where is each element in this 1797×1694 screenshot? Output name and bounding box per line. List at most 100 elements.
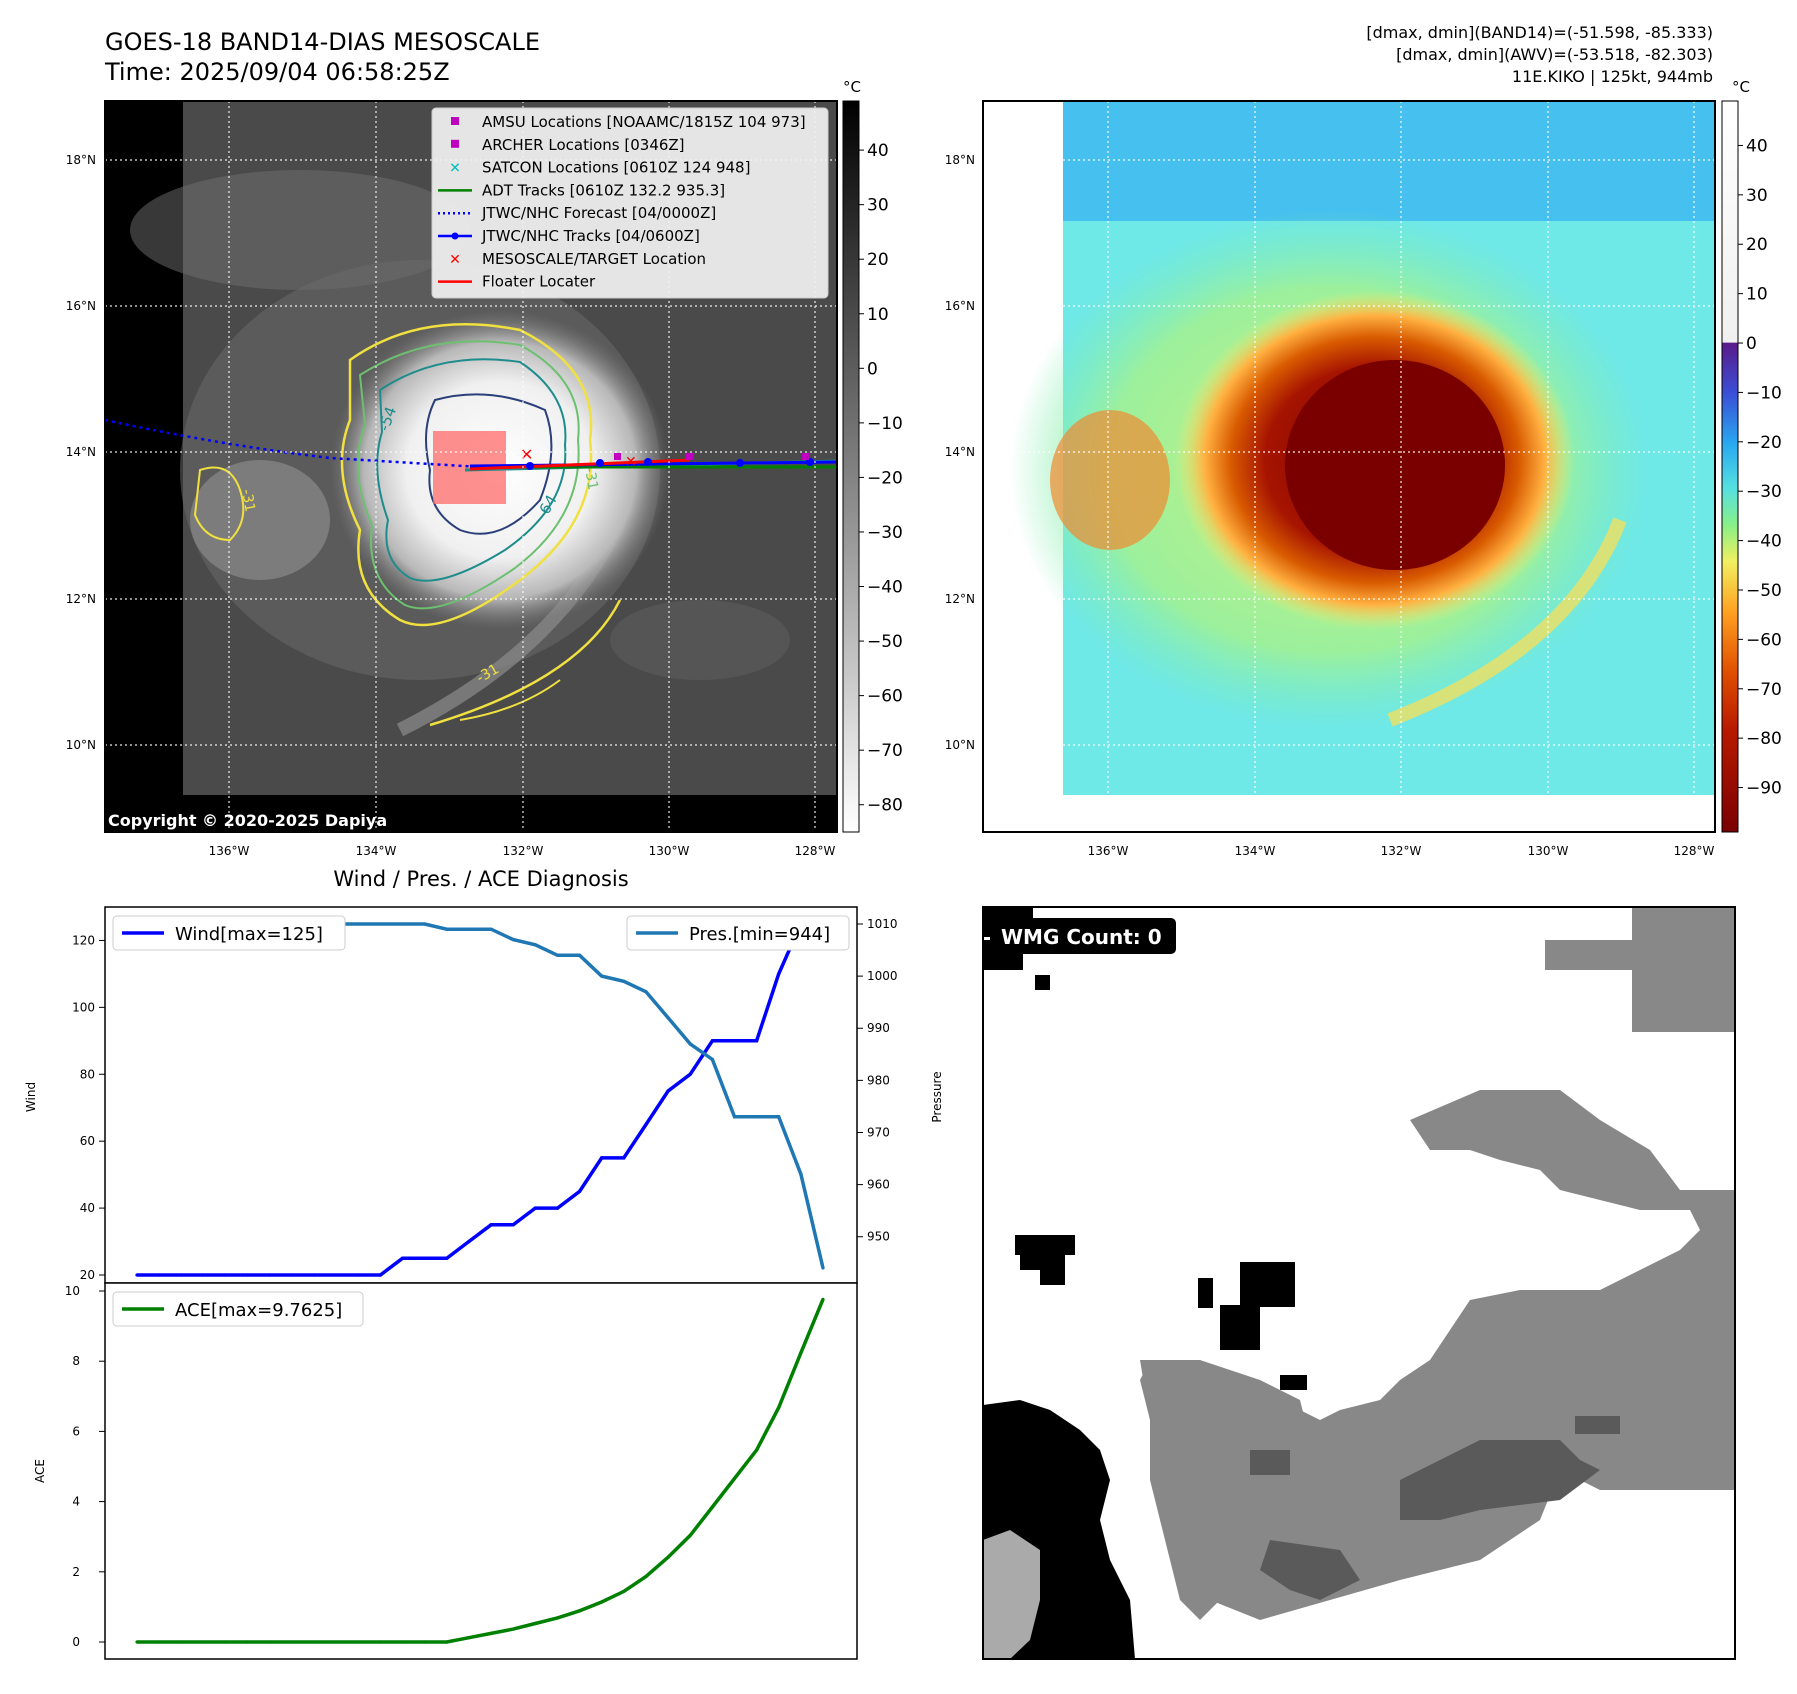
pressure-tick-label: 980 [867, 1073, 890, 1087]
colorbar-tick-label: −30 [867, 523, 903, 543]
pressure-point [489, 927, 493, 931]
colorbar-tick-label: 20 [867, 250, 889, 270]
contour-rainband [429, 599, 622, 727]
stats-awv: [dmax, dmin](AWV)=(-53.518, -82.303) [1396, 45, 1713, 64]
ace-point [179, 1640, 183, 1644]
ace-point [467, 1636, 471, 1640]
colorbar-tick-label: −30 [1746, 482, 1782, 502]
ace-point [755, 1448, 759, 1452]
colorbar-tick-label: −70 [1746, 680, 1782, 700]
ace-point [135, 1640, 139, 1644]
pressure-point [400, 922, 405, 926]
contour-teal [376, 358, 567, 582]
diagnosis-title: Wind / Pres. / ACE Diagnosis [333, 867, 628, 891]
ir-lon-labels: 136°W 134°W 132°W 130°W 128°W [209, 844, 836, 858]
wind-point [489, 1223, 493, 1227]
legend-item: Floater Locater [438, 273, 596, 291]
wind-point [622, 1156, 626, 1160]
pressure-point [710, 1057, 714, 1062]
legend-item: AMSU Locations [NOAAMC/1815Z 104 973] [451, 113, 806, 131]
enhanced-colorbar-ramp [1721, 100, 1739, 833]
ace-point [821, 1297, 825, 1301]
enh-lat-12n: 12°N [945, 592, 975, 606]
wind-point [533, 1206, 537, 1210]
pressure-point [533, 943, 537, 947]
pressure-point [755, 1115, 759, 1119]
enhanced-map-grid [983, 101, 1715, 832]
ace-point [445, 1640, 449, 1644]
svg-text:✕: ✕ [625, 454, 637, 470]
legend-item: JTWC/NHC Forecast [04/0000Z] [438, 204, 716, 222]
colorbar-tick-label: 20 [1746, 235, 1768, 255]
ace-axes [104, 1282, 858, 1660]
pressure-point [600, 974, 604, 978]
ace-point [334, 1640, 338, 1644]
figure-time: Time: 2025/09/04 06:58:25Z [104, 58, 450, 86]
ir-colorbar-unit: °C [843, 78, 861, 96]
legend-item: JTWC/NHC Tracks [04/0600Z] [438, 227, 700, 245]
ir-lat-12n: 12°N [66, 592, 96, 606]
ace-point [577, 1609, 582, 1613]
pressure-point [622, 979, 626, 983]
wind-tick-label: 40 [80, 1201, 95, 1215]
ace-series-line [137, 1298, 825, 1644]
pressure-legend-label: Pres.[min=944] [689, 924, 830, 945]
wind-point [179, 1273, 183, 1277]
ir-lat-10n: 10°N [66, 738, 96, 752]
enh-lon-130w: 130°W [1528, 844, 1569, 858]
enh-lon-labels: 136°W 134°W 132°W 130°W 128°W [1088, 844, 1715, 858]
ace-point [511, 1627, 515, 1631]
legend-marker-dot [451, 232, 459, 240]
ace-tick-label: 10 [65, 1284, 80, 1298]
enh-lat-18n: 18°N [945, 153, 975, 167]
contour-green [357, 340, 580, 610]
wind-legend: Wind[max=125] [112, 915, 346, 951]
colorbar-tick-label: −20 [867, 468, 903, 488]
wind-point [246, 1273, 250, 1277]
ace-legend: ACE[max=9.7625] [112, 1291, 364, 1327]
ace-point [268, 1640, 272, 1644]
ace-point [489, 1631, 493, 1636]
wind-point [688, 1072, 692, 1076]
ace-point [688, 1533, 692, 1537]
wind-tick-label: 20 [80, 1268, 95, 1282]
cold-cloud-tops [1285, 360, 1505, 570]
ace-point [732, 1476, 737, 1481]
pressure-tick-label: 1010 [867, 917, 898, 931]
wmg-mask-cells [983, 907, 1735, 1659]
pressure-tick-label: 990 [867, 1021, 890, 1035]
track-points: ✕ ✕ [520, 445, 814, 470]
enhanced-map-panel: 18°N 16°N 14°N 12°N 10°N 136°W 134°W 132… [945, 100, 1716, 858]
floater-track-line [469, 458, 691, 471]
ace-point [290, 1640, 294, 1644]
contour-label-4: -31 [581, 466, 601, 491]
enh-lon-136w: 136°W [1088, 844, 1129, 858]
legend-label: ADT Tracks [0610Z 132.2 935.3] [482, 181, 725, 199]
ace-point [201, 1640, 205, 1644]
enh-lon-132w: 132°W [1381, 844, 1422, 858]
pressure-point [511, 938, 515, 942]
enh-lat-labels: 18°N 16°N 14°N 12°N 10°N [945, 153, 975, 752]
ace-tick-label: 0 [72, 1635, 80, 1649]
pressure-tick-label: 1000 [867, 969, 898, 983]
wind-point [755, 1039, 759, 1043]
contour-yellow-west [193, 466, 245, 542]
pressure-point [445, 927, 449, 931]
pressure-point [577, 953, 582, 957]
ir-lon-128w: 128°W [795, 844, 836, 858]
ace-legend-label: ACE[max=9.7625] [175, 1300, 342, 1321]
legend-label: Floater Locater [482, 273, 596, 291]
enhanced-colorbar-unit: °C [1732, 78, 1750, 96]
enh-lat-14n: 14°N [945, 445, 975, 459]
ir-lon-134w: 134°W [356, 844, 397, 858]
enh-lat-10n: 10°N [945, 738, 975, 752]
legend-marker-square [451, 117, 459, 125]
colorbar-tick-label: −20 [1746, 433, 1782, 453]
ace-point [622, 1589, 626, 1593]
colorbar-tick-label: 40 [1746, 136, 1768, 156]
ace-tick-label: 6 [72, 1424, 80, 1438]
wind-series-line [137, 921, 823, 1277]
pressure-point [732, 1115, 737, 1119]
legend-box [431, 107, 829, 299]
